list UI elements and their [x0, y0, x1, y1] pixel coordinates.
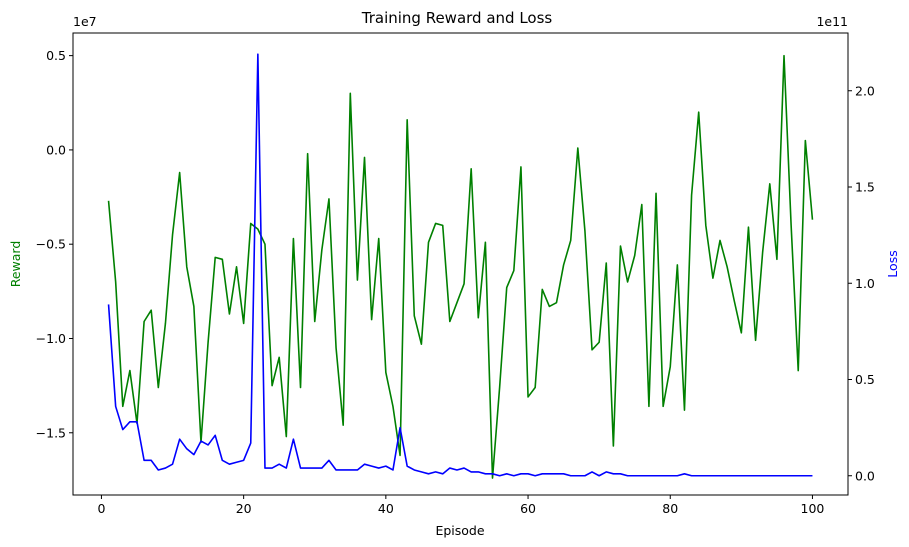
left-y-axis-ticks: −1.5 −1.0 −0.5 0.0 0.5: [36, 48, 73, 440]
x-tick-label: 80: [662, 501, 678, 516]
x-axis-ticks: 0 20 40 60 80 100: [97, 495, 824, 516]
left-y-tick-label: −1.0: [36, 331, 66, 346]
x-tick-label: 0: [97, 501, 105, 516]
x-tick-label: 40: [378, 501, 394, 516]
chart-title: Training Reward and Loss: [361, 9, 553, 27]
left-axis-offset-text: 1e7: [73, 14, 97, 29]
series-layer: [107, 53, 814, 479]
left-y-axis-label: Reward: [8, 241, 23, 288]
right-y-tick-label: 1.0: [855, 276, 875, 291]
left-y-tick-label: 0.5: [46, 48, 66, 63]
x-tick-label: 60: [520, 501, 536, 516]
right-y-axis-ticks: 0.0 0.5 1.0 1.5 2.0: [848, 83, 875, 483]
left-y-tick-label: 0.0: [46, 142, 66, 157]
right-y-tick-label: 2.0: [855, 83, 875, 98]
loss-series-line: [107, 53, 813, 477]
right-y-tick-label: 1.5: [855, 180, 875, 195]
plot-frame: [72, 32, 849, 496]
right-y-tick-label: 0.0: [855, 468, 875, 483]
left-y-tick-label: −1.5: [36, 425, 66, 440]
reward-series-line: [107, 54, 814, 479]
right-y-tick-label: 0.5: [855, 372, 875, 387]
right-axis-offset-text: 1e11: [816, 14, 848, 29]
x-axis-label: Episode: [435, 523, 484, 538]
x-tick-label: 100: [801, 501, 825, 516]
left-y-tick-label: −0.5: [36, 237, 66, 252]
x-tick-label: 20: [236, 501, 252, 516]
right-y-axis-label: Loss: [885, 250, 900, 277]
